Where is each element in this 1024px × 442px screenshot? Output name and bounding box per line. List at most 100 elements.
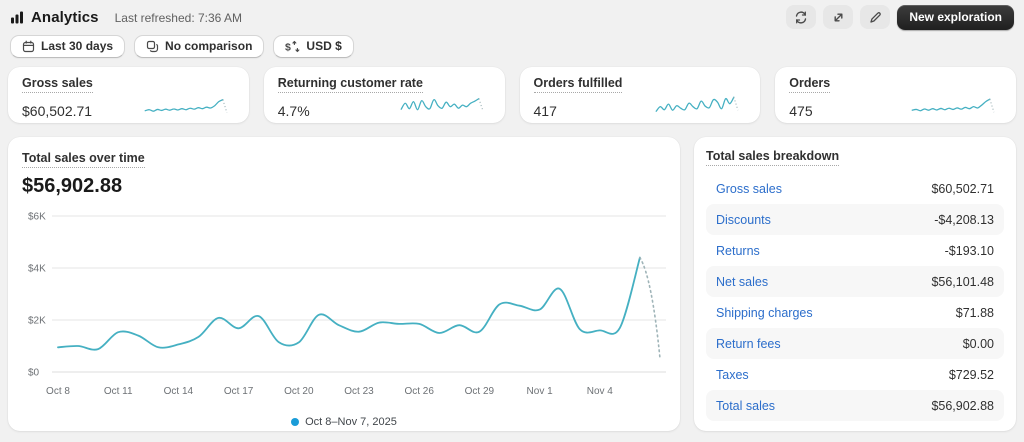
last-refreshed-text: Last refreshed: 7:36 AM [114,11,243,25]
metric-bottom: 4.7% [278,93,491,119]
sparkline-projection [477,98,483,111]
comparison-label: No comparison [165,39,253,53]
metric-label: Gross sales [22,76,93,93]
date-range-label: Last 30 days [41,39,114,53]
chart-legend[interactable]: Oct 8–Nov 7, 2025 [22,413,666,431]
legend-label: Oct 8–Nov 7, 2025 [305,416,397,428]
table-row: Total sales $56,902.88 [706,390,1004,421]
x-tick-label: Oct 20 [284,386,314,397]
metric-card-returning-customer-rate[interactable]: Returning customer rate 4.7% [263,67,505,123]
calendar-icon [22,40,35,53]
sparkline-path [144,99,224,112]
metric-value: 417 [533,103,557,119]
x-tick-label: Nov 1 [527,386,554,397]
table-row: Shipping charges $71.88 [706,297,1004,328]
breakdown-rows: Gross sales $60,502.71 Discounts -$4,208… [706,173,1004,421]
breakdown-value: $60,502.71 [931,181,994,196]
sparkline-path [911,98,991,112]
filter-bar: Last 30 days No comparison $ [0,28,1024,58]
x-tick-label: Oct 26 [404,386,434,397]
table-row: Returns -$193.10 [706,235,1004,266]
breakdown-link-return-fees[interactable]: Return fees [716,336,781,351]
breakdown-value: -$193.10 [944,243,994,258]
sparkline-path [655,96,735,112]
sparkline-path [400,98,479,111]
table-row: Taxes $729.52 [706,359,1004,390]
total-sales-breakdown-card: Total sales breakdown Gross sales $60,50… [694,137,1016,431]
projection-line [639,256,661,360]
breakdown-link-net-sales[interactable]: Net sales [716,274,769,289]
title-group: Analytics Last refreshed: 7:36 AM [10,9,242,26]
total-sales-breakdown-title: Total sales breakdown [706,149,840,166]
x-tick-label: Nov 4 [587,386,614,397]
header-bar: Analytics Last refreshed: 7:36 AM [0,0,1024,30]
metric-label: Orders [789,76,831,93]
x-tick-label: Oct 29 [465,386,495,397]
breakdown-value: $56,902.88 [931,398,994,413]
breakdown-value: $0.00 [962,336,994,351]
metric-card-orders-fulfilled[interactable]: Orders fulfilled 417 [519,67,761,123]
date-range-chip[interactable]: Last 30 days [10,35,126,58]
comparison-icon [146,40,159,53]
pencil-icon [869,11,882,24]
y-tick-label: $6K [28,212,46,223]
refresh-icon [794,10,808,24]
legend-dot-icon [291,418,300,426]
sparkline-projection [222,99,228,113]
metric-value: $60,502.71 [22,103,93,119]
metric-label: Returning customer rate [277,76,423,93]
new-exploration-button[interactable]: New exploration [897,4,1014,30]
sparkline-projection [733,97,739,111]
expand-button[interactable] [823,5,854,29]
breakdown-link-taxes[interactable]: Taxes [716,367,749,382]
breakdown-value: $729.52 [948,367,994,382]
edit-button[interactable] [860,5,891,29]
bar-chart-icon [10,11,24,24]
orders-fulfilled-sparkline [655,96,739,112]
y-tick-label: $2K [28,316,46,327]
x-tick-label: Oct 14 [164,386,194,397]
table-row: Return fees $0.00 [706,328,1004,359]
x-tick-label: Oct 8 [46,386,70,397]
sales-line [57,256,641,351]
refresh-button[interactable] [786,5,817,29]
returning-customer-rate-sparkline [400,98,483,111]
metric-cards: Gross sales $60,502.71 Returning custome… [0,58,1024,123]
x-tick-label: Oct 17 [224,386,254,397]
y-tick-label: $0 [28,368,40,379]
svg-text:$: $ [285,41,291,53]
main-content: Total sales over time $56,902.88 $0 $2K $4… [0,123,1024,439]
x-tick-label: Oct 11 [104,386,133,397]
table-row: Discounts -$4,208.13 [706,204,1004,235]
metric-card-orders[interactable]: Orders 475 [775,67,1016,123]
table-row: Net sales $56,101.48 [706,266,1004,297]
total-sales-over-time-title[interactable]: Total sales over time [22,151,145,168]
currency-label: USD $ [306,39,342,53]
breakdown-link-discounts[interactable]: Discounts [716,212,771,227]
y-tick-label: $4K [28,264,46,275]
page-title: Analytics [31,8,99,26]
metric-card-gross-sales[interactable]: Gross sales $60,502.71 [8,67,249,123]
breakdown-value: -$4,208.13 [934,212,994,227]
metric-label: Orders fulfilled [533,76,623,93]
total-sales-value: $56,902.88 [22,175,123,197]
gross-sales-sparkline [144,99,228,113]
breakdown-link-gross-sales[interactable]: Gross sales [716,181,782,196]
currency-chip[interactable]: $ USD $ [273,35,354,58]
breakdown-value: $56,101.48 [931,274,994,289]
metric-value: 4.7% [277,103,310,119]
metric-bottom: 475 [789,93,1002,119]
metric-bottom: 417 [534,93,747,119]
total-sales-chart-card: Total sales over time $56,902.88 $0 $2K $4… [8,137,680,431]
breakdown-link-total-sales[interactable]: Total sales [716,398,776,413]
breakdown-link-shipping-charges[interactable]: Shipping charges [716,305,813,320]
sparkline-projection [989,98,995,113]
breakdown-link-returns[interactable]: Returns [716,243,760,258]
currency-exchange-icon: $ [285,40,300,53]
metric-bottom: $60,502.71 [22,93,235,119]
breakdown-value: $71.88 [955,305,994,320]
total-sales-line-chart: $0 $2K $4K $6K Oct 8 Oct 11 Oct 14 Oct 17 Oct 20… [28,212,666,397]
comparison-chip[interactable]: No comparison [134,35,265,58]
table-row: Gross sales $60,502.71 [706,173,1004,204]
